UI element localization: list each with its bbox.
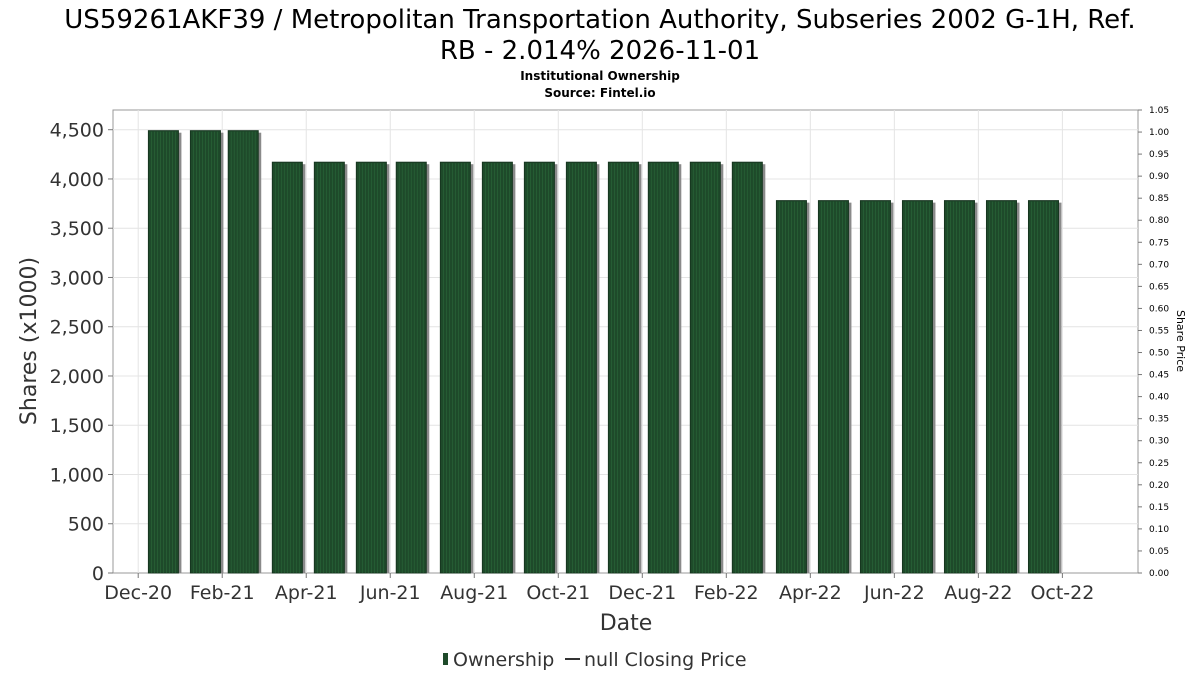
chart-title-line2: RB - 2.014% 2026-11-01 (440, 36, 760, 66)
x-axis: Dec-20 Feb-21 Apr-21 Jun-21 Aug-21 Oct-21 Dec-… (104, 573, 1094, 604)
right-y-tick-label: 0.45 (1149, 371, 1169, 381)
y-tick-label: 3,500 (50, 218, 104, 240)
x-tick-label: Oct-21 (526, 582, 590, 604)
x-tick-label: Dec-20 (104, 582, 172, 604)
y-tick-label: 500 (68, 514, 104, 536)
x-axis-label: Date (600, 611, 653, 636)
right-y-tick-label: 0.65 (1149, 282, 1169, 292)
x-tick-label: Jun-22 (863, 582, 925, 604)
y-tick-label: 2,500 (50, 317, 104, 339)
right-y-tick-label: 0.75 (1149, 238, 1169, 248)
x-tick-label: Apr-21 (275, 582, 338, 604)
legend-ownership-swatch (443, 653, 448, 665)
right-y-tick-label: 0.10 (1149, 525, 1169, 535)
x-tick-label: Apr-22 (779, 582, 842, 604)
right-y-tick-label: 0.60 (1149, 304, 1169, 314)
x-tick-label: Jun-21 (359, 582, 421, 604)
right-y-axis: 0.00 0.05 0.10 0.15 0.20 0.25 0.30 0.35 0.40 0.45… (1138, 106, 1169, 579)
right-y-tick-label: 0.40 (1149, 393, 1169, 403)
x-tick-label: Feb-21 (190, 582, 255, 604)
legend: Ownership null Closing Price (443, 649, 747, 671)
y-axis-label: Shares (x1000) (17, 257, 42, 425)
y-tick-label: 2,000 (50, 366, 104, 388)
x-tick-label: Aug-21 (440, 582, 508, 604)
chart-title-line1: US59261AKF39 / Metropolitan Transportati… (64, 5, 1135, 35)
right-y-tick-label: 0.20 (1149, 481, 1169, 491)
chart-source: Source: Fintel.io (544, 86, 655, 100)
x-tick-label: Oct-22 (1030, 582, 1094, 604)
ownership-bars (147, 130, 1062, 574)
right-y-tick-label: 0.15 (1149, 503, 1169, 513)
legend-price-label: null Closing Price (584, 649, 747, 671)
right-y-tick-label: 0.55 (1149, 326, 1169, 336)
y-tick-label: 0 (92, 563, 104, 585)
right-y-tick-label: 0.70 (1149, 260, 1169, 270)
right-y-tick-label: 0.85 (1149, 194, 1169, 204)
chart-subtitle: Institutional Ownership (520, 69, 680, 83)
right-y-tick-label: 0.05 (1149, 547, 1169, 557)
y-tick-label: 4,000 (50, 169, 104, 191)
legend-ownership-label: Ownership (453, 649, 554, 671)
right-y-tick-label: 0.00 (1149, 569, 1169, 579)
right-y-tick-label: 0.30 (1149, 437, 1169, 447)
left-y-axis: 0 500 1,000 1,500 2,000 2,500 3,000 3,500 4,000 4… (50, 120, 113, 585)
x-tick-label: Dec-21 (608, 582, 676, 604)
right-y-tick-label: 0.80 (1149, 216, 1169, 226)
y-tick-label: 3,000 (50, 267, 104, 289)
x-tick-label: Aug-22 (944, 582, 1012, 604)
right-y-tick-label: 1.05 (1149, 106, 1169, 116)
right-y-tick-label: 0.35 (1149, 415, 1169, 425)
right-y-tick-label: 0.90 (1149, 172, 1169, 182)
right-y-tick-label: 1.00 (1149, 128, 1169, 138)
y-tick-label: 4,500 (50, 120, 104, 142)
right-y-tick-label: 0.95 (1149, 150, 1169, 160)
right-y-axis-label: Share Price (1174, 310, 1187, 372)
y-tick-label: 1,000 (50, 464, 104, 486)
y-tick-label: 1,500 (50, 415, 104, 437)
right-y-tick-label: 0.50 (1149, 349, 1169, 359)
x-tick-label: Feb-22 (694, 582, 759, 604)
right-y-tick-label: 0.25 (1149, 459, 1169, 469)
